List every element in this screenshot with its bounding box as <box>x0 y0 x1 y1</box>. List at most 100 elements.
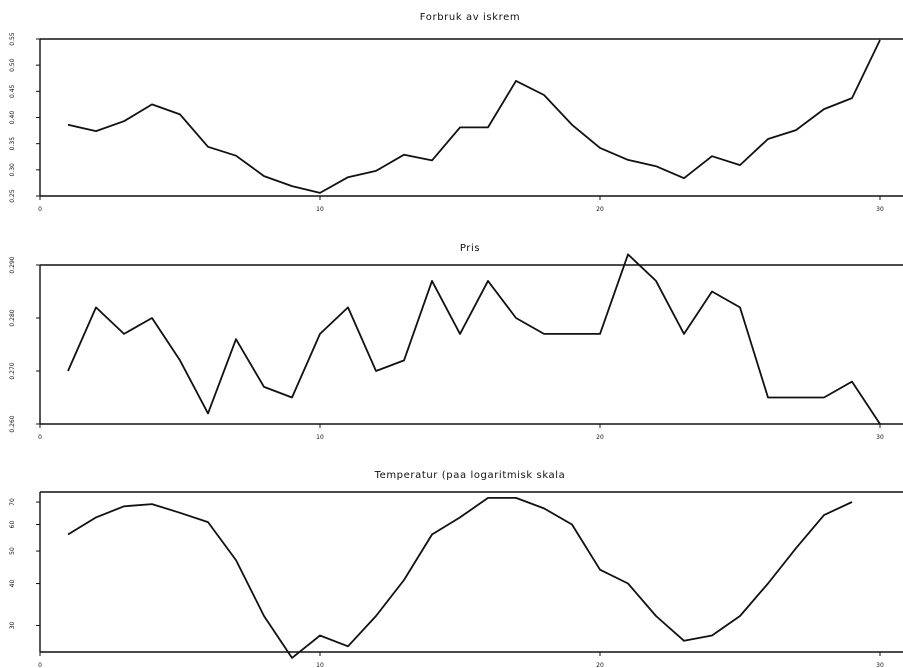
data-point <box>851 97 853 99</box>
data-point <box>431 280 433 282</box>
y-tick-label: 60 <box>9 521 16 529</box>
data-point <box>375 615 377 617</box>
panel-forbruk: Forbruk av iskrem 0 10 20 30 0.25 0.30 0.35 0.4… <box>9 12 903 213</box>
y-tick-label: 30 <box>9 621 16 629</box>
data-point <box>627 582 629 584</box>
data-point <box>235 155 237 157</box>
data-point <box>123 505 125 507</box>
series-line <box>67 39 881 194</box>
data-point <box>95 130 97 132</box>
data-point <box>95 306 97 308</box>
data-point <box>599 568 601 570</box>
data-point <box>67 370 69 372</box>
data-point <box>795 547 797 549</box>
chart-title: Pris <box>460 243 480 254</box>
data-point <box>683 640 685 642</box>
x-tick-label: 10 <box>316 434 324 441</box>
x-tick-label: 0 <box>38 662 42 668</box>
x-tick-label: 10 <box>316 662 324 668</box>
data-point <box>515 497 517 499</box>
data-point <box>235 338 237 340</box>
data-point <box>431 533 433 535</box>
data-point <box>655 280 657 282</box>
data-point <box>823 108 825 110</box>
data-point <box>347 645 349 647</box>
data-point <box>263 175 265 177</box>
x-tick-label: 30 <box>876 662 884 668</box>
data-point <box>207 146 209 148</box>
x-tick-label: 30 <box>876 434 884 441</box>
data-point <box>347 176 349 178</box>
data-point <box>879 39 881 41</box>
data-point <box>291 657 293 659</box>
panel-pris: Pris 0 10 20 30 0.260 0.270 0.280 0.290 <box>9 243 903 441</box>
data-point <box>627 159 629 161</box>
data-point <box>767 582 769 584</box>
x-tick-label: 0 <box>38 434 42 441</box>
data-point <box>403 579 405 581</box>
data-point <box>599 147 601 149</box>
data-point <box>487 497 489 499</box>
data-point <box>515 80 517 82</box>
y-tick-label: 70 <box>9 498 16 506</box>
data-point <box>767 138 769 140</box>
data-point <box>795 129 797 131</box>
series-line <box>67 253 881 425</box>
data-point <box>739 164 741 166</box>
x-tick-label: 20 <box>596 662 604 668</box>
y-tick-label: 0.290 <box>9 256 16 273</box>
y-tick-label: 0.280 <box>9 309 16 326</box>
y-tick-label: 50 <box>9 547 16 555</box>
data-point <box>179 113 181 115</box>
y-tick-label: 0.25 <box>9 189 16 203</box>
data-point <box>235 559 237 561</box>
data-point <box>263 386 265 388</box>
data-point <box>823 396 825 398</box>
data-point <box>739 306 741 308</box>
data-point <box>403 359 405 361</box>
data-point <box>95 516 97 518</box>
y-tick-label: 0.55 <box>9 32 16 46</box>
data-point <box>515 317 517 319</box>
data-point <box>151 503 153 505</box>
data-point <box>795 396 797 398</box>
data-point <box>823 514 825 516</box>
y-tick-label: 0.35 <box>9 137 16 151</box>
data-point <box>67 533 69 535</box>
x-tick-label: 10 <box>316 206 324 213</box>
data-point <box>151 103 153 105</box>
data-point <box>655 615 657 617</box>
data-point <box>571 333 573 335</box>
data-point <box>879 423 881 425</box>
data-point <box>291 185 293 187</box>
data-point <box>207 412 209 414</box>
data-point <box>347 306 349 308</box>
y-tick-label: 40 <box>9 580 16 588</box>
data-point <box>683 333 685 335</box>
data-point <box>711 290 713 292</box>
data-point <box>319 634 321 636</box>
data-point <box>179 359 181 361</box>
data-point <box>403 153 405 155</box>
data-point <box>627 253 629 255</box>
data-point <box>459 126 461 128</box>
data-point <box>711 634 713 636</box>
y-tick-label: 0.45 <box>9 84 16 98</box>
data-point <box>123 120 125 122</box>
data-point <box>599 333 601 335</box>
x-tick-label: 30 <box>876 206 884 213</box>
data-point <box>151 317 153 319</box>
y-tick-label: 0.30 <box>9 163 16 177</box>
data-point <box>543 507 545 509</box>
data-point <box>711 155 713 157</box>
y-tick-label: 0.50 <box>9 58 16 72</box>
data-point <box>543 94 545 96</box>
panel-temperatur: Temperatur (paa logaritmisk skala 0 10 20 3… <box>9 470 903 668</box>
data-point <box>739 615 741 617</box>
x-tick-label: 0 <box>38 206 42 213</box>
x-tick-label: 20 <box>596 434 604 441</box>
y-tick-label: 0.260 <box>9 415 16 432</box>
data-point <box>319 192 321 194</box>
data-point <box>543 333 545 335</box>
